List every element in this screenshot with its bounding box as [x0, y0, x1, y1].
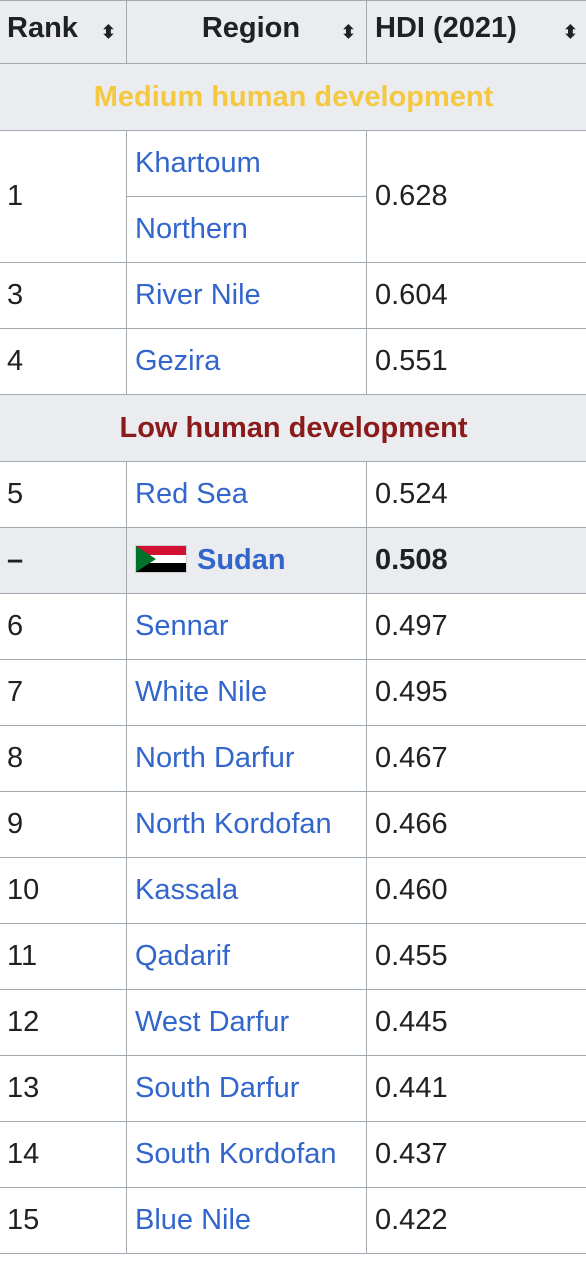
region-cell: Khartoum [126, 130, 367, 197]
region-link[interactable]: South Kordofan [135, 1138, 337, 1170]
rank-cell: 7 [0, 659, 127, 726]
region-link[interactable]: Red Sea [135, 478, 248, 510]
table-row: 15 Blue Nile 0.422 [0, 1187, 586, 1254]
region-cell: Sennar [126, 593, 367, 660]
rank-cell: 9 [0, 791, 127, 858]
table-row: 12 West Darfur 0.445 [0, 989, 586, 1056]
region-cell: Blue Nile [126, 1187, 367, 1254]
region-cell: River Nile [126, 262, 367, 329]
table-row: 5 Red Sea 0.524 [0, 461, 586, 528]
sudan-flag-icon [135, 545, 187, 573]
rank-cell: 10 [0, 857, 127, 924]
table-row: 13 South Darfur 0.441 [0, 1055, 586, 1122]
region-cell: South Kordofan [126, 1121, 367, 1188]
hdi-cell: 0.460 [366, 857, 586, 924]
region-cell: North Darfur [126, 725, 367, 792]
hdi-cell: 0.604 [366, 262, 586, 329]
country-link[interactable]: Sudan [197, 544, 286, 576]
header-row: Rank ⬍ Region ⬍ HDI (2021) ⬍ [0, 0, 586, 64]
rank-cell: 13 [0, 1055, 127, 1122]
region-cell: South Darfur [126, 1055, 367, 1122]
rank-header-label: Rank [7, 12, 78, 44]
region-link[interactable]: Gezira [135, 345, 221, 377]
sort-icon[interactable]: ⬍ [340, 22, 356, 42]
hdi-cell: 0.422 [366, 1187, 586, 1254]
table-row: Northern [0, 196, 586, 263]
hdi-header[interactable]: HDI (2021) ⬍ [366, 0, 586, 64]
rank-cell: – [0, 527, 127, 594]
region-link[interactable]: Qadarif [135, 940, 231, 972]
region-link[interactable]: Blue Nile [135, 1204, 252, 1236]
rank-cell: 1 [0, 130, 127, 263]
region-cell: White Nile [126, 659, 367, 726]
hdi-cell: 0.551 [366, 328, 586, 395]
table-row: 10 Kassala 0.460 [0, 857, 586, 924]
region-cell: Kassala [126, 857, 367, 924]
region-header-label: Region [201, 12, 301, 44]
rank-cell: 12 [0, 989, 127, 1056]
region-link[interactable]: South Darfur [135, 1072, 300, 1104]
region-link[interactable]: Sennar [135, 610, 229, 642]
table-row: 3 River Nile 0.604 [0, 262, 586, 329]
region-cell: North Kordofan [126, 791, 367, 858]
hdi-cell: 0.445 [366, 989, 586, 1056]
rank-cell: 14 [0, 1121, 127, 1188]
table-row: 6 Sennar 0.497 [0, 593, 586, 660]
table-row: 4 Gezira 0.551 [0, 328, 586, 395]
rank-cell: 8 [0, 725, 127, 792]
table-row: 9 North Kordofan 0.466 [0, 791, 586, 858]
region-link[interactable]: North Kordofan [135, 808, 332, 840]
hdi-cell: 0.437 [366, 1121, 586, 1188]
region-cell: Gezira [126, 328, 367, 395]
rank-cell: 4 [0, 328, 127, 395]
region-link[interactable]: Kassala [135, 874, 239, 906]
region-cell: West Darfur [126, 989, 367, 1056]
region-link[interactable]: White Nile [135, 676, 268, 708]
region-cell: Northern [126, 196, 367, 263]
rank-cell: 5 [0, 461, 127, 528]
hdi-cell: 0.508 [366, 527, 586, 594]
rank-cell: 6 [0, 593, 127, 660]
region-link[interactable]: Khartoum [135, 147, 261, 179]
rank-cell: 15 [0, 1187, 127, 1254]
region-link[interactable]: River Nile [135, 279, 261, 311]
hdi-cell: 0.524 [366, 461, 586, 528]
hdi-cell: 0.455 [366, 923, 586, 990]
hdi-cell: 0.441 [366, 1055, 586, 1122]
hdi-cell: 0.466 [366, 791, 586, 858]
region-cell: Qadarif [126, 923, 367, 990]
group-label-medium: Medium human development [0, 63, 586, 131]
sort-icon[interactable]: ⬍ [562, 22, 578, 42]
group-label-low: Low human development [0, 394, 586, 462]
rank-cell: 3 [0, 262, 127, 329]
region-cell: Red Sea [126, 461, 367, 528]
table-row: 14 South Kordofan 0.437 [0, 1121, 586, 1188]
table-row: 1 Khartoum 0.628 [0, 130, 586, 263]
hdi-cell: 0.495 [366, 659, 586, 726]
hdi-header-label: HDI (2021) [375, 12, 517, 44]
sort-icon[interactable]: ⬍ [100, 22, 116, 42]
group-row-medium: Medium human development [0, 63, 586, 131]
region-link[interactable]: North Darfur [135, 742, 295, 774]
hdi-cell: 0.467 [366, 725, 586, 792]
rank-header[interactable]: Rank ⬍ [0, 0, 127, 64]
rank-cell: 11 [0, 923, 127, 990]
hdi-cell: 0.628 [366, 130, 586, 263]
table-row: 8 North Darfur 0.467 [0, 725, 586, 792]
table-row: 7 White Nile 0.495 [0, 659, 586, 726]
region-cell: Sudan [126, 527, 367, 594]
region-header[interactable]: Region ⬍ [126, 0, 367, 64]
region-link[interactable]: West Darfur [135, 1006, 290, 1038]
group-row-low: Low human development [0, 394, 586, 462]
region-link[interactable]: Northern [135, 213, 248, 245]
hdi-cell: 0.497 [366, 593, 586, 660]
table-row: 11 Qadarif 0.455 [0, 923, 586, 990]
table-row-sudan: – Sudan 0.508 [0, 527, 586, 594]
